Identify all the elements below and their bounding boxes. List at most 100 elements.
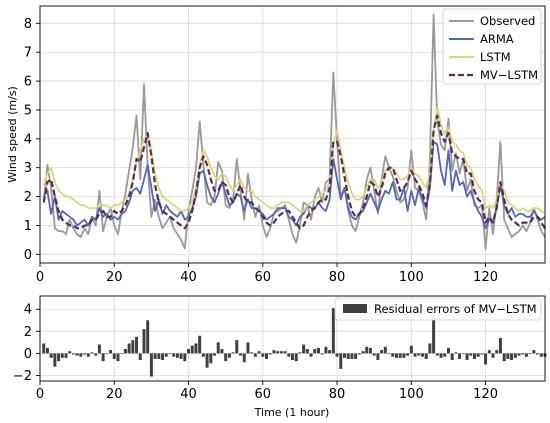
residual-bar bbox=[60, 353, 64, 358]
residual-bar bbox=[539, 353, 543, 357]
residual-bar bbox=[528, 353, 532, 354]
residual-bar bbox=[201, 353, 205, 357]
residual-bar bbox=[298, 352, 302, 354]
top-chart-legend: Observed ARMA LSTM MV−LSTM bbox=[442, 8, 542, 85]
residual-bar bbox=[57, 353, 61, 362]
residual-bar bbox=[45, 347, 49, 354]
residual-bar bbox=[71, 353, 75, 355]
residual-bar bbox=[198, 335, 202, 354]
residual-bar bbox=[138, 353, 142, 361]
top-chart-series-lines bbox=[42, 13, 546, 250]
residual-bar bbox=[450, 353, 454, 361]
residual-bar bbox=[406, 353, 410, 356]
series-line-arma bbox=[42, 140, 546, 230]
residual-bar bbox=[513, 353, 517, 358]
residual-bar bbox=[265, 353, 268, 359]
residual-bar bbox=[172, 353, 176, 357]
residual-bar bbox=[164, 353, 168, 357]
residual-bar bbox=[368, 347, 372, 354]
residual-bar bbox=[268, 353, 272, 355]
top-chart-y-ticks: 0 1 2 3 4 5 6 7 8 bbox=[24, 17, 40, 263]
residual-bar bbox=[291, 353, 294, 361]
top-x-tick-label: 60 bbox=[255, 270, 272, 285]
residual-bar bbox=[536, 353, 540, 355]
residual-bar bbox=[235, 340, 239, 354]
bottom-chart-x-ticks: 0 20 40 60 80 100 120 bbox=[36, 381, 498, 402]
residual-bar bbox=[480, 353, 484, 355]
top-x-tick-label: 120 bbox=[473, 270, 498, 285]
top-y-tick-label: 8 bbox=[24, 17, 32, 32]
legend-label: MV−LSTM bbox=[480, 68, 538, 82]
residual-bar bbox=[428, 343, 432, 354]
residual-bar bbox=[361, 351, 365, 354]
residual-bar bbox=[190, 345, 194, 354]
top-x-tick-label: 40 bbox=[180, 270, 197, 285]
top-chart-y-axis-label: Wind speed (m/s) bbox=[6, 86, 19, 183]
residual-bar bbox=[331, 308, 335, 354]
residual-bar bbox=[484, 353, 488, 365]
top-y-tick-label: 6 bbox=[24, 75, 32, 90]
residual-bar bbox=[365, 346, 369, 354]
top-x-tick-label: 100 bbox=[399, 270, 424, 285]
residual-bar bbox=[75, 353, 79, 356]
top-chart-frame bbox=[39, 5, 546, 264]
residual-bar bbox=[42, 343, 46, 354]
residual-bar bbox=[250, 352, 254, 354]
residual-bar bbox=[90, 352, 94, 354]
residual-bar bbox=[49, 353, 53, 358]
residual-bar bbox=[209, 353, 213, 364]
residual-bar bbox=[476, 353, 480, 357]
top-y-tick-label: 2 bbox=[24, 190, 32, 205]
residual-bar bbox=[216, 342, 220, 354]
bottom-y-tick-label: −2 bbox=[13, 369, 32, 384]
residual-bar bbox=[498, 337, 502, 354]
bottom-y-tick-label: 4 bbox=[24, 303, 32, 318]
series-line-mv-lstm bbox=[42, 114, 546, 230]
residual-bar bbox=[376, 353, 380, 361]
bottom-x-tick-label: 20 bbox=[106, 387, 123, 402]
residual-bar bbox=[469, 353, 473, 356]
residual-bar bbox=[101, 353, 105, 362]
residual-bar bbox=[131, 340, 135, 354]
bottom-chart-frame bbox=[39, 295, 546, 382]
residual-bar bbox=[420, 353, 424, 357]
residual-bar bbox=[387, 353, 391, 354]
top-legend-items: Observed ARMA LSTM MV−LSTM bbox=[449, 14, 538, 82]
residual-bar bbox=[313, 348, 317, 354]
bottom-x-tick-label: 40 bbox=[180, 387, 197, 402]
residual-bar bbox=[283, 351, 287, 354]
residual-bar bbox=[112, 353, 116, 359]
residual-bar bbox=[302, 344, 306, 354]
residual-bar bbox=[320, 353, 324, 355]
residual-bar bbox=[276, 351, 280, 354]
residual-bar bbox=[506, 353, 510, 359]
residual-bar bbox=[153, 353, 157, 359]
residual-bar bbox=[409, 345, 413, 354]
residual-bar bbox=[64, 353, 68, 358]
top-y-tick-label: 7 bbox=[24, 46, 32, 61]
residual-bar bbox=[394, 353, 398, 358]
residual-bar bbox=[461, 353, 465, 354]
bottom-chart-x-axis-label: Time (1 hour) bbox=[254, 406, 330, 419]
residual-bar bbox=[168, 353, 172, 354]
residual-bar bbox=[524, 353, 528, 357]
residual-bar bbox=[94, 353, 98, 356]
residual-bar bbox=[261, 353, 265, 357]
series-line-observed bbox=[42, 13, 546, 250]
bottom-legend-box bbox=[334, 297, 542, 321]
residual-bar bbox=[120, 353, 124, 354]
residual-bar bbox=[116, 353, 120, 362]
residual-bar bbox=[187, 348, 191, 354]
residual-bar bbox=[402, 353, 406, 358]
bottom-y-tick-label: 2 bbox=[24, 325, 32, 340]
top-x-tick-label: 0 bbox=[36, 270, 44, 285]
residual-bar bbox=[424, 353, 428, 359]
residual-bar bbox=[149, 353, 153, 377]
series-line-lstm bbox=[42, 106, 546, 215]
residual-bar bbox=[502, 353, 506, 362]
residual-bar bbox=[454, 352, 458, 354]
residual-bar bbox=[97, 344, 101, 354]
bottom-y-tick-label: 0 bbox=[24, 347, 32, 362]
residual-bar bbox=[135, 336, 139, 354]
